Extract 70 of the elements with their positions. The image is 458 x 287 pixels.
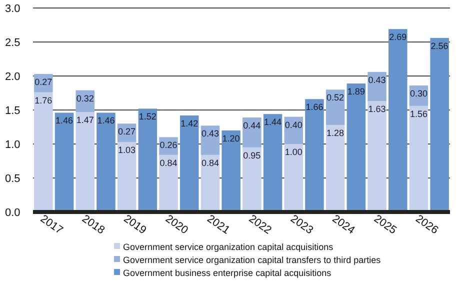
data-label: 1.47 bbox=[76, 115, 94, 126]
x-tick-label: 2024 bbox=[330, 212, 357, 237]
bar bbox=[368, 101, 386, 212]
data-label: 1.89 bbox=[347, 86, 365, 96]
data-label: 2.56 bbox=[430, 40, 448, 51]
y-tick-label: 1.5 bbox=[5, 105, 20, 117]
bar bbox=[34, 92, 53, 212]
bar bbox=[305, 99, 324, 212]
bar bbox=[222, 130, 240, 212]
data-label: 0.26 bbox=[160, 140, 178, 150]
bar bbox=[368, 72, 386, 102]
data-label: 1.56 bbox=[410, 108, 428, 119]
data-label: 0.52 bbox=[326, 92, 344, 103]
bar bbox=[430, 38, 449, 212]
bar bbox=[326, 124, 345, 212]
bar bbox=[54, 112, 74, 212]
data-label: 1.44 bbox=[264, 117, 282, 128]
x-tick-label: 2026 bbox=[413, 212, 440, 237]
data-label: 1.46 bbox=[56, 116, 74, 126]
bar bbox=[346, 83, 366, 212]
bar bbox=[76, 112, 95, 212]
data-label: 1.42 bbox=[180, 118, 198, 128]
data-label: 1.63 bbox=[368, 104, 386, 114]
bar bbox=[138, 108, 158, 212]
bar bbox=[388, 29, 408, 212]
data-label: 0.43 bbox=[368, 74, 386, 85]
data-label: 0.32 bbox=[76, 93, 94, 104]
legend-label: Government service organization capital transfers to third parties bbox=[123, 255, 382, 265]
y-tick-label: 1.0 bbox=[5, 139, 20, 151]
x-tick-label: 2023 bbox=[288, 212, 316, 237]
y-tick-label: 2.5 bbox=[5, 37, 20, 49]
data-label: 0.30 bbox=[410, 88, 428, 99]
data-label: 1.03 bbox=[118, 144, 136, 155]
y-tick-label: 0.5 bbox=[5, 173, 20, 185]
data-label: 0.44 bbox=[243, 120, 261, 130]
data-label: 0.95 bbox=[243, 150, 261, 160]
data-label: 1.46 bbox=[97, 116, 115, 126]
x-tick-label: 2020 bbox=[163, 212, 190, 237]
bar bbox=[96, 112, 116, 212]
y-tick-label: 3.0 bbox=[5, 3, 20, 15]
y-tick-label: 2.0 bbox=[5, 71, 20, 83]
bar bbox=[409, 106, 428, 212]
data-label: 1.52 bbox=[138, 112, 156, 122]
data-label: 1.20 bbox=[222, 133, 240, 144]
y-tick-label: 0.0 bbox=[5, 207, 20, 219]
data-label: 1.76 bbox=[34, 95, 52, 106]
data-label: 0.27 bbox=[34, 76, 52, 87]
bar bbox=[326, 90, 345, 125]
bar bbox=[263, 114, 282, 212]
data-label: 2.69 bbox=[389, 32, 407, 42]
data-label: 0.40 bbox=[284, 120, 302, 130]
bar bbox=[117, 142, 136, 212]
legend-label: Government business enterprise capital acquisitions bbox=[123, 268, 332, 278]
bar bbox=[159, 154, 178, 212]
bar bbox=[242, 147, 262, 212]
bar bbox=[180, 115, 199, 212]
data-label: 0.84 bbox=[160, 158, 178, 168]
bar bbox=[284, 144, 304, 212]
data-label: 1.66 bbox=[306, 102, 324, 112]
x-tick-label: 2025 bbox=[372, 212, 399, 237]
data-label: 1.00 bbox=[284, 147, 302, 157]
data-label: 0.27 bbox=[118, 126, 136, 137]
legend-label: Government service organization capital acquisitions bbox=[123, 242, 334, 252]
x-tick-label: 2018 bbox=[80, 212, 107, 237]
data-label: 0.84 bbox=[201, 158, 219, 168]
x-tick-label: 2019 bbox=[121, 212, 148, 237]
data-label: 1.28 bbox=[326, 128, 344, 138]
x-tick-label: 2017 bbox=[38, 212, 65, 237]
bar bbox=[242, 117, 262, 148]
data-label: 0.43 bbox=[201, 128, 219, 139]
